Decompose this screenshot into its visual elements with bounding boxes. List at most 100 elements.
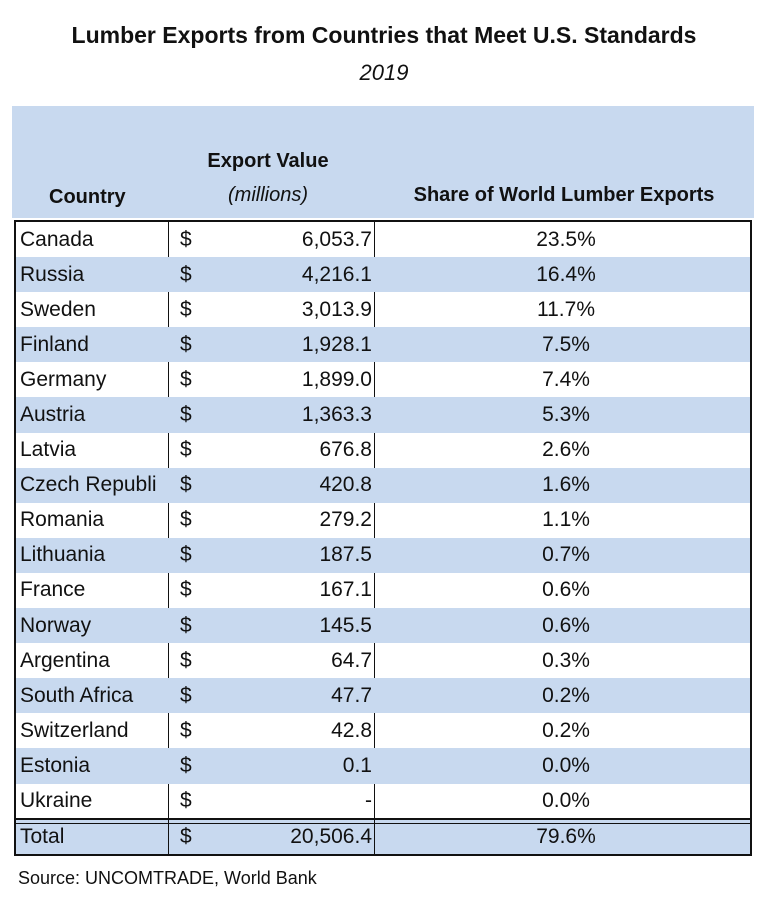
table-title: Lumber Exports from Countries that Meet … [71,22,697,48]
total-value: 20,506.4 [290,825,372,848]
export-value-cell: 1,928.1 [301,332,372,356]
country-cell: Estonia [20,753,91,777]
currency-cell: $ [180,648,192,672]
table-row: Estonia $0.1 0.0% [16,748,750,784]
country-cell: Norway [20,613,92,637]
column-header-value-unit: (millions) [228,184,308,206]
country-cell: Argentina [20,648,110,672]
country-cell: South Africa [20,683,134,707]
currency-cell: $ [180,332,192,356]
share-cell: 0.2% [542,718,590,742]
export-value-cell: 47.7 [331,683,372,707]
country-cell: Sweden [20,297,96,321]
table-row: Latvia $676.8 2.6% [16,433,750,468]
share-cell: 0.7% [542,543,590,567]
share-cell: 0.6% [542,613,590,637]
table-row: France $167.1 0.6% [16,573,750,608]
total-row: Total $ 20,506.4 79.6% [14,818,752,856]
country-cell: Canada [20,227,94,251]
table-row: South Africa $47.7 0.2% [16,678,750,714]
country-cell: Germany [20,367,107,391]
export-value-cell: 64.7 [331,648,372,672]
share-cell: 23.5% [536,227,596,251]
share-cell: 0.0% [542,753,590,777]
share-cell: 7.5% [542,332,590,356]
table-row: Russia $4,216.1 16.4% [16,257,750,293]
export-value-cell: 1,899.0 [301,367,372,391]
total-share: 79.6% [536,825,596,848]
share-cell: 0.3% [542,648,590,672]
currency-cell: $ [180,297,192,321]
currency-cell: $ [180,613,192,637]
export-value-cell: 0.1 [342,753,372,777]
table-row: Ukraine $ - 0.0% [16,784,750,819]
column-divider [374,222,375,819]
table-subtitle: 2019 [359,60,409,85]
column-divider [374,820,375,854]
column-divider [168,820,169,854]
share-cell: 2.6% [542,438,590,462]
currency-cell: $ [180,508,192,532]
country-cell: Finland [20,332,89,356]
share-cell: 0.0% [542,789,590,813]
currency-cell: $ [180,227,192,251]
total-double-rule [16,823,750,824]
column-divider [168,222,169,819]
table-row: Switzerland $42.8 0.2% [16,713,750,748]
currency-cell: $ [180,543,192,567]
currency-cell: $ [180,753,192,777]
column-header-country: Country [49,186,126,208]
currency-cell: $ [180,438,192,462]
country-cell: Ukraine [20,789,93,813]
table-row: Canada $6,053.7 23.5% [16,222,750,257]
export-value-cell: 187.5 [319,543,372,567]
share-cell: 0.6% [542,578,590,602]
table-row: Germany $1,899.0 7.4% [16,362,750,397]
share-cell: 11.7% [537,297,595,321]
share-cell: 1.6% [542,473,590,497]
currency-cell: $ [180,789,192,813]
table-row: Argentina $64.7 0.3% [16,643,750,678]
country-cell: Czech Republi [20,473,157,497]
export-value-cell: 3,013.9 [301,297,372,321]
share-cell: 0.2% [542,683,590,707]
country-cell: Latvia [20,438,77,462]
total-label: Total [20,825,65,848]
table-row: Austria $1,363.3 5.3% [16,397,750,433]
currency-cell: $ [180,578,192,602]
country-cell: France [20,578,86,602]
column-header-share: Share of World Lumber Exports [413,184,715,206]
currency-cell: $ [180,473,192,497]
currency-cell: $ [180,367,192,391]
share-cell: 7.4% [542,367,590,391]
currency-cell: $ [180,403,192,427]
country-cell: Romania [20,508,105,532]
table-row: Finland $1,928.1 7.5% [16,327,750,363]
export-value-cell: 279.2 [319,508,372,532]
export-value-cell: 4,216.1 [301,262,372,286]
column-header-export-value: Export Value [207,150,329,172]
table-row: Czech Republi $420.8 1.6% [16,467,750,503]
table-row: Lithuania $187.5 0.7% [16,537,750,573]
country-cell: Switzerland [20,718,129,742]
table-header: Country Export Value (millions) Share of… [12,106,754,218]
source-note: Source: UNCOMTRADE, World Bank [18,868,317,888]
country-cell: Russia [20,262,85,286]
export-value-cell: 42.8 [331,718,372,742]
export-value-cell: 167.1 [319,578,372,602]
export-value-cell: 1,363.3 [301,403,372,427]
data-table: Canada $6,053.7 23.5% Russia $4,216.1 16.4% Sw… [14,220,752,821]
total-currency: $ [180,825,192,848]
table-row: Norway $145.5 0.6% [16,608,750,644]
country-cell: Austria [20,403,86,427]
currency-cell: $ [180,718,192,742]
currency-cell: $ [180,683,192,707]
table-row: Romania $279.2 1.1% [16,503,750,538]
export-value-cell: 676.8 [319,438,372,462]
export-value-cell: - [365,789,372,813]
export-value-cell: 420.8 [319,473,372,497]
export-value-cell: 145.5 [319,613,372,637]
share-cell: 5.3% [542,403,590,427]
currency-cell: $ [180,262,192,286]
table-row: Sweden $3,013.9 11.7% [16,292,750,327]
